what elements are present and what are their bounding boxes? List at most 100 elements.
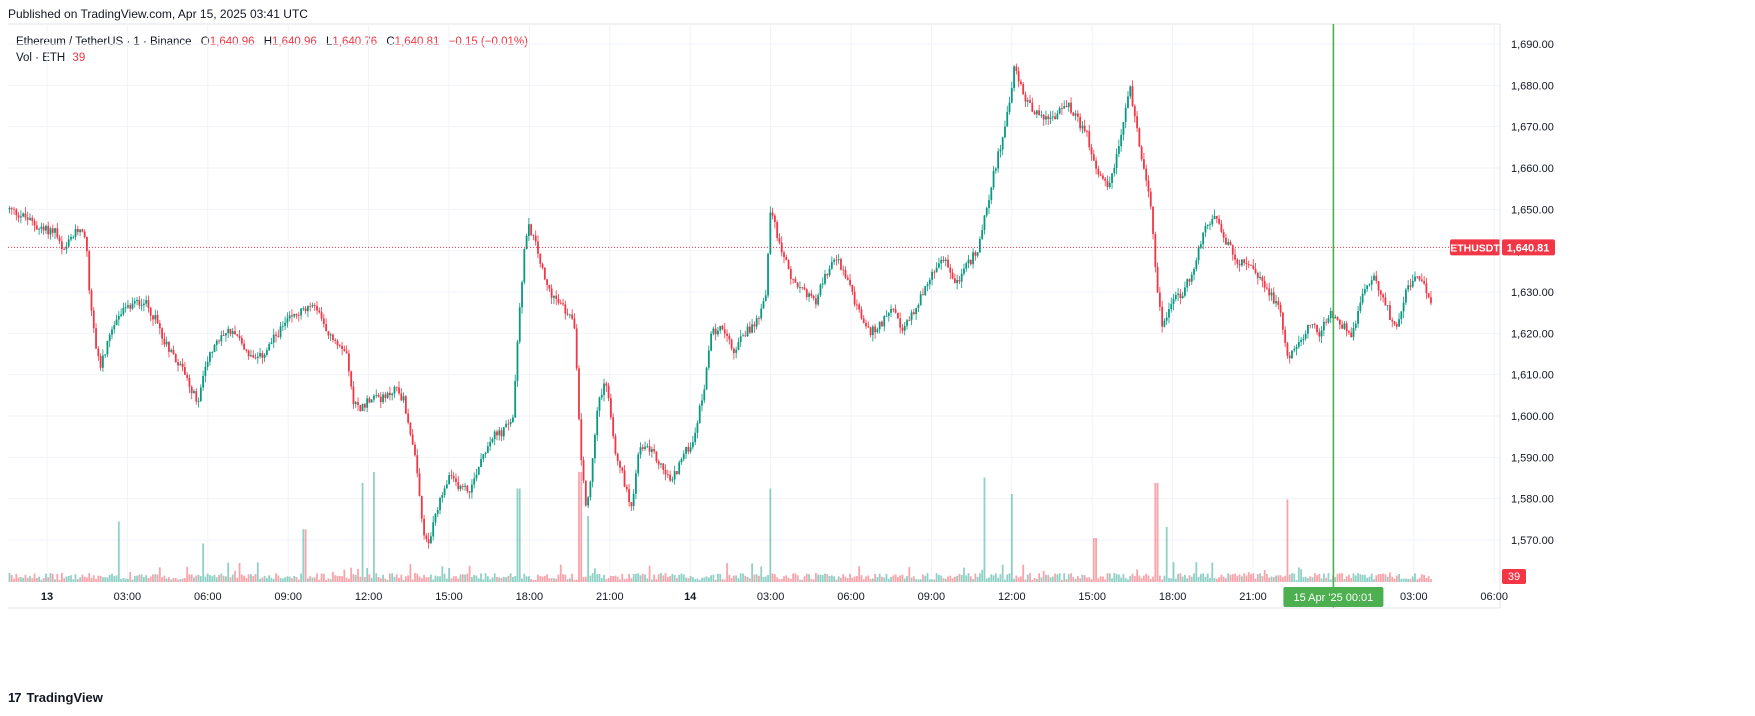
volume-bar [1040,577,1043,582]
volume-bar [550,578,553,582]
open-label: O [200,36,210,48]
volume-bar [1363,574,1366,582]
candle-body [1174,294,1177,300]
candle-body [1420,279,1423,281]
candle-body [240,337,243,344]
volume-bar [58,579,61,582]
volume-bar [981,569,984,582]
candle-body [1404,289,1407,303]
candle-body [373,395,375,400]
volume-bar [867,575,870,582]
volume-bar [332,571,334,582]
volume-bar [764,576,767,582]
candle-body [1411,280,1414,287]
volume-bar [432,579,435,582]
candle-body [1127,96,1129,108]
candle-body [88,251,91,291]
time-axis[interactable]: 13 03:00 06:00 09:00 12:00 15:00 18:00 21:00 14 0… [8,587,1508,609]
candle-body [482,454,485,459]
x-tick-label: 21:00 [1239,591,1267,603]
volume-bar [1113,573,1116,582]
candle-body [865,322,867,327]
volume-bar [484,573,487,582]
candle-body [224,333,227,336]
candle-body [842,269,845,271]
volume-bar [1015,575,1018,582]
candle-body [1345,323,1348,332]
candle-body [382,394,384,403]
volume-bar [1181,576,1184,582]
price-axis[interactable]: 1,570.00 1,580.00 1,590.00 1,600.00 1,610.00… [1499,24,1555,608]
volume-bar [1404,578,1407,582]
volume-bar [707,577,710,582]
volume-bar [778,579,781,582]
volume-bar [514,576,517,582]
tradingview-branding[interactable]: 17 TradingView [8,690,103,705]
volume-bar [650,579,653,582]
candle-body [1172,299,1175,304]
x-tick-label: 12:00 [355,591,383,603]
candle-body [1006,111,1009,127]
volume-bar [1407,578,1410,582]
volume-bar [343,569,346,582]
tradingview-wordmark: TradingView [26,690,103,705]
candle-body [452,476,455,479]
volume-bar [762,576,765,582]
volume-bar [646,578,649,582]
candle-body [197,401,200,402]
volume-bar [31,578,34,582]
candle-body [1215,216,1218,219]
candle-body [1284,329,1287,344]
volume-bar [1245,575,1248,582]
volume-bar [1373,579,1375,582]
candle-body [15,209,18,216]
candle-body [589,481,592,498]
candle-body [928,279,931,285]
candle-body [965,263,968,269]
volume-bar [1416,579,1419,582]
volume-bar [1409,578,1412,582]
symbol-tag [1450,239,1500,256]
volume-bar [871,578,874,582]
candle-body [516,341,519,381]
candle-body [1209,224,1211,226]
volume-bar [844,576,847,582]
candle-body [1042,114,1045,120]
candle-body [1261,276,1264,281]
volume-bar [1013,578,1015,582]
candle-body [518,307,521,342]
volume-bar [1357,573,1359,582]
candle-body [958,279,961,282]
candle-body [776,221,779,238]
volume-bar [523,573,526,582]
symbol-label[interactable]: Ethereum / TetherUS · 1 · Binance [16,36,192,48]
candle-body [796,282,799,288]
volume-bar [250,574,252,582]
volume-bar [113,576,116,582]
candle-body [1295,346,1298,350]
x-tick-label: 03:00 [1400,591,1428,603]
volume-bar [1156,483,1159,582]
volume-bar [664,573,667,582]
volume-bar [47,577,50,582]
candle-body [1382,294,1385,298]
candle-body [1038,110,1041,116]
candle-body [158,323,161,329]
candle-body [229,328,232,334]
y-tick-label: 1,620.00 [1511,328,1554,340]
volume-bar [22,577,25,582]
candle-body [261,353,264,358]
candle-body [318,310,321,313]
volume-bar [345,577,348,582]
volume-label[interactable]: Vol · ETH [16,52,66,64]
candle-body [1297,341,1300,347]
candle-body [1074,113,1077,116]
volume-bar [541,576,544,582]
volume-bar [502,576,505,582]
volume-bar [430,574,432,582]
volume-bar [452,576,455,582]
candle-body [860,309,863,319]
volume-bar [357,568,359,582]
volume-bar [1086,577,1088,582]
